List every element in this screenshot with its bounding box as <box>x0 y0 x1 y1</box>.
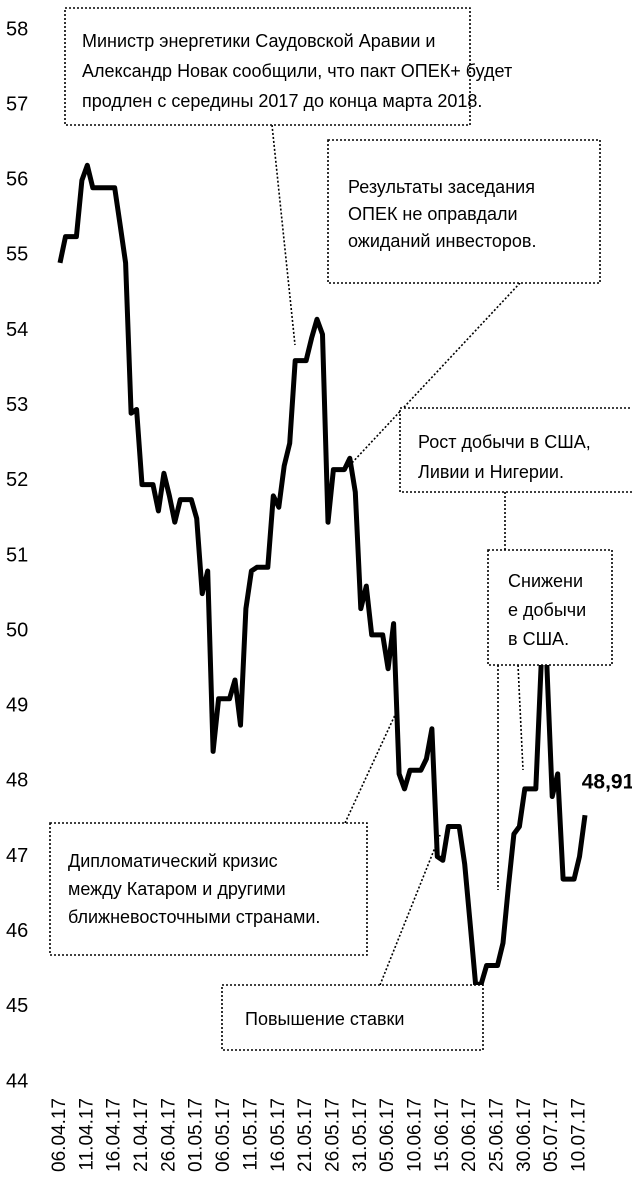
x-tick-label: 11.05.17 <box>240 1098 261 1171</box>
y-tick-label: 52 <box>6 469 28 491</box>
x-tick-label: 01.05.17 <box>186 1098 207 1172</box>
y-tick-label: 58 <box>6 18 28 40</box>
x-tick-label: 15.06.17 <box>432 1098 453 1172</box>
x-tick-label: 16.05.17 <box>268 1098 289 1172</box>
annotation-text: Рост добычи в США, <box>418 432 591 452</box>
annotation: Министр энергетики Саудовской Аравии и Ал… <box>64 7 512 126</box>
x-tick-label: 20.06.17 <box>459 1098 480 1172</box>
annotation-text: Результаты заседания <box>348 177 535 197</box>
y-tick-label: 46 <box>6 920 28 942</box>
annotation-text: между Катаром и другими <box>68 879 286 899</box>
annotation-text: ближневосточными странами. <box>68 907 320 927</box>
annotation-text: Повышение ставки <box>245 1009 404 1029</box>
x-tick-label: 05.07.17 <box>541 1098 562 1172</box>
annotation: Повышение ставки <box>221 984 484 1051</box>
leader-lines <box>271 124 524 986</box>
annotation-text: Снижени <box>508 571 583 591</box>
last-value-label: 48,91 <box>582 771 632 794</box>
annotation: Дипломатический кризис между Катаром и др… <box>49 822 368 956</box>
annotation-text: Дипломатический кризис <box>68 851 278 871</box>
annotation-box <box>327 139 601 284</box>
x-tick-label: 10.07.17 <box>569 1098 590 1172</box>
y-tick-label: 47 <box>6 845 28 867</box>
annotation-text: Ливии и Нигерии. <box>418 462 564 482</box>
leader-line <box>517 664 524 771</box>
y-tick-label: 54 <box>6 319 28 341</box>
x-tick-label: 06.04.17 <box>49 1098 70 1172</box>
x-tick-label: 16.04.17 <box>104 1098 125 1172</box>
y-tick-label: 48 <box>6 770 28 792</box>
annotation: Рост добычи в США, Ливии и Нигерии. <box>399 407 632 493</box>
x-tick-label: 30.06.17 <box>514 1098 535 1172</box>
y-tick-label: 45 <box>6 995 28 1017</box>
x-tick-label: 21.05.17 <box>295 1098 316 1172</box>
annotation-box <box>399 407 632 493</box>
leader-line <box>344 714 396 824</box>
x-tick-label: 06.05.17 <box>213 1098 234 1172</box>
annotation-box <box>49 822 368 956</box>
annotation-text: продлен с середины 2017 до конца марта 2… <box>82 91 482 111</box>
y-tick-label: 56 <box>6 169 28 191</box>
y-tick-label: 55 <box>6 244 28 266</box>
annotation-box <box>487 549 613 666</box>
annotation-text: ожиданий инвесторов. <box>348 231 536 251</box>
y-tick-label: 44 <box>6 1070 28 1092</box>
x-tick-label: 26.05.17 <box>322 1098 343 1172</box>
x-tick-label: 11.04.17 <box>76 1098 97 1171</box>
annotation-text: ОПЕК не оправдали <box>348 204 518 224</box>
x-tick-label: 10.06.17 <box>404 1098 425 1172</box>
annotation: Результаты заседания ОПЕК не оправдали ожи… <box>327 139 601 284</box>
x-tick-label: 05.06.17 <box>377 1098 398 1172</box>
y-tick-label: 57 <box>6 93 28 115</box>
annotation: Снижени е добычи в США. <box>487 549 613 666</box>
x-tick-label: 25.06.17 <box>487 1098 508 1172</box>
x-tick-label: 21.04.17 <box>131 1098 152 1172</box>
annotation-box <box>64 7 471 126</box>
x-tick-label: 26.04.17 <box>158 1098 179 1172</box>
annotation-text: Министр энергетики Саудовской Аравии и <box>82 31 435 51</box>
x-tick-label: 31.05.17 <box>350 1098 371 1172</box>
y-tick-label: 50 <box>6 619 28 641</box>
annotation-text: в США. <box>508 629 569 649</box>
price-line <box>57 162 588 987</box>
y-tick-label: 53 <box>6 394 28 416</box>
leader-line <box>271 124 296 346</box>
y-tick-label: 51 <box>6 544 28 566</box>
annotation-box <box>221 984 484 1051</box>
annotation-text: е добычи <box>508 600 586 620</box>
y-tick-label: 49 <box>6 695 28 717</box>
leader-line <box>379 834 441 986</box>
annotation-text: Александр Новак сообщили, что пакт ОПЕК+… <box>82 61 512 81</box>
leader-line <box>349 282 521 466</box>
